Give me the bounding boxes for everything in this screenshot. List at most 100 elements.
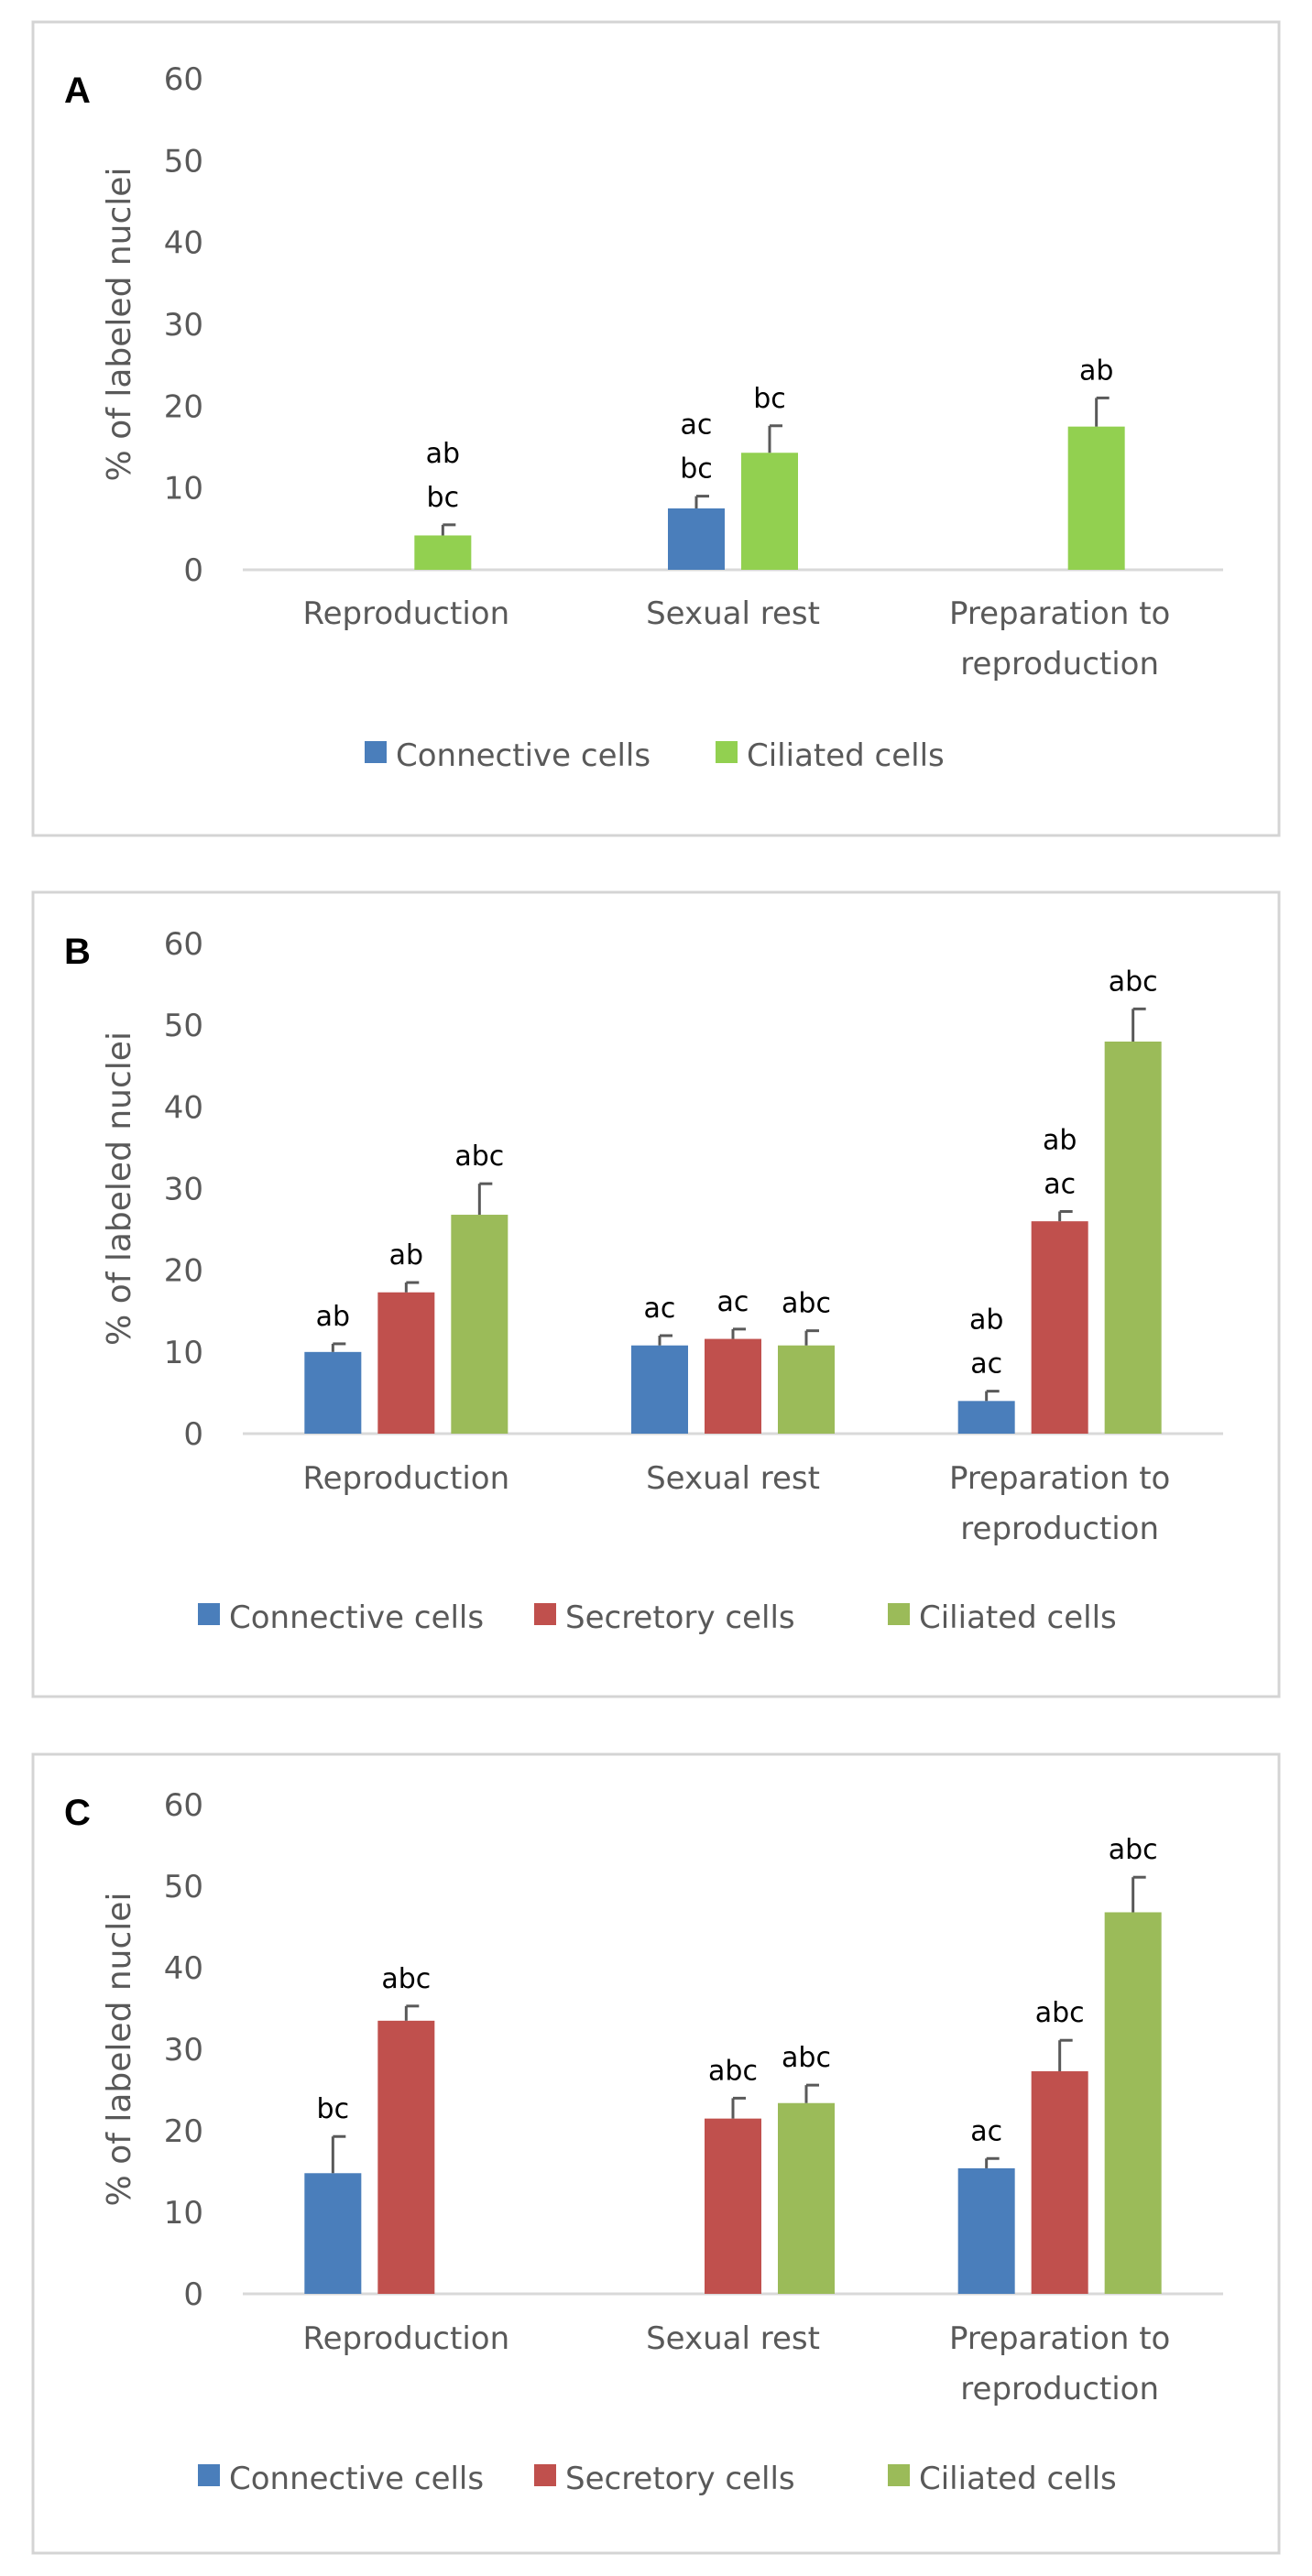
panel-letter: C	[64, 1793, 91, 1833]
legend-label: Secretory cells	[565, 1599, 795, 1636]
y-tick-label: 10	[164, 2195, 203, 2232]
legend-swatch	[365, 741, 387, 763]
legend-label: Connective cells	[229, 1599, 484, 1636]
significance-label: abc	[708, 2055, 758, 2087]
bar	[451, 1215, 508, 1434]
bar	[705, 2118, 761, 2294]
y-tick-label: 10	[164, 471, 203, 508]
bar	[741, 453, 798, 570]
x-category-label: Sexual rest	[646, 1460, 820, 1497]
significance-label: ab	[389, 1239, 423, 1272]
significance-label: abc	[1109, 1834, 1158, 1866]
x-category-label: Reproduction	[303, 1460, 510, 1497]
y-tick-label: 0	[183, 552, 203, 589]
legend-swatch	[888, 1603, 910, 1625]
y-tick-label: 30	[164, 307, 203, 344]
significance-label: abc	[454, 1141, 504, 1173]
legend-label: Secretory cells	[565, 2461, 795, 2497]
y-tick-label: 30	[164, 1172, 203, 1208]
significance-label: ac	[970, 1348, 1002, 1381]
legend-swatch	[716, 741, 738, 763]
bar	[1031, 1221, 1088, 1434]
bar	[377, 2020, 435, 2294]
bar	[1104, 1912, 1162, 2294]
x-category-label: reproduction	[960, 2371, 1159, 2407]
x-category-label: Preparation to	[949, 1460, 1170, 1497]
y-tick-label: 30	[164, 2032, 203, 2068]
y-axis-title: % of labeled nuclei	[101, 1031, 138, 1346]
significance-label: bc	[753, 383, 786, 415]
y-tick-label: 20	[164, 2113, 203, 2150]
x-category-label: Sexual rest	[646, 2320, 820, 2357]
chart-panel-a: A 0 10 20 30 40 50 60 % of labeled nuclei Reprodu…	[31, 20, 1281, 837]
bar	[705, 1338, 761, 1434]
x-category-label: Reproduction	[303, 2320, 510, 2357]
panel-letter: B	[64, 932, 91, 972]
y-tick-label: 40	[164, 1089, 203, 1126]
significance-label: ab	[969, 1304, 1003, 1337]
significance-label: ac	[717, 1286, 749, 1318]
y-tick-label: 60	[164, 61, 203, 98]
bar	[631, 1345, 688, 1434]
significance-label: ac	[681, 409, 713, 442]
bar	[377, 1292, 435, 1434]
y-tick-label: 60	[164, 1787, 203, 1824]
bar	[957, 2167, 1015, 2294]
bar	[304, 1351, 362, 1434]
legend-swatch	[534, 2464, 556, 2486]
chart-panel-c: C 0 10 20 30 40 50 60 % of labeled nuclei Reprodu…	[31, 1752, 1281, 2555]
y-tick-label: 40	[164, 225, 203, 262]
bar	[668, 508, 725, 570]
bar	[304, 2173, 362, 2294]
chart-panel-b: B 0 10 20 30 40 50 60 % of labeled nuclei Reprodu…	[31, 890, 1281, 1698]
legend-label: Ciliated cells	[919, 2461, 1117, 2497]
y-tick-label: 60	[164, 926, 203, 963]
y-tick-label: 50	[164, 143, 203, 180]
y-tick-label: 10	[164, 1335, 203, 1371]
legend-swatch	[198, 2464, 220, 2486]
bar	[1067, 426, 1125, 570]
y-tick-label: 0	[183, 2276, 203, 2313]
significance-label: ab	[1079, 355, 1113, 387]
x-category-label: Reproduction	[303, 595, 510, 632]
significance-label: bc	[317, 2093, 350, 2125]
bar	[778, 2102, 835, 2294]
bar	[414, 535, 472, 570]
y-tick-label: 50	[164, 1869, 203, 1905]
legend-swatch	[888, 2464, 910, 2486]
bar	[1104, 1042, 1162, 1434]
significance-label: abc	[1109, 966, 1158, 998]
significance-label: ac	[644, 1293, 676, 1325]
significance-label: abc	[381, 1963, 431, 1995]
x-category-label: Preparation to	[949, 2320, 1170, 2357]
significance-label: ac	[1044, 1168, 1076, 1200]
significance-label: ab	[426, 438, 460, 470]
legend-label: Connective cells	[396, 737, 651, 774]
significance-label: abc	[782, 1288, 831, 1320]
y-axis-title: % of labeled nuclei	[101, 168, 138, 482]
legend-swatch	[198, 1603, 220, 1625]
panel-letter: A	[64, 71, 91, 111]
significance-label: bc	[427, 482, 460, 514]
legend-label: Ciliated cells	[747, 737, 945, 774]
significance-label: abc	[1035, 1997, 1085, 2029]
y-tick-label: 20	[164, 388, 203, 425]
y-tick-label: 20	[164, 1253, 203, 1290]
x-category-label: Sexual rest	[646, 595, 820, 632]
significance-label: ab	[1043, 1124, 1077, 1156]
y-tick-label: 40	[164, 1950, 203, 1987]
y-tick-label: 50	[164, 1008, 203, 1044]
significance-label: ab	[316, 1301, 350, 1333]
legend-swatch	[534, 1603, 556, 1625]
y-axis-title: % of labeled nuclei	[101, 1893, 138, 2207]
x-category-label: reproduction	[960, 1511, 1159, 1547]
significance-label: ac	[970, 2115, 1002, 2147]
y-tick-label: 0	[183, 1416, 203, 1453]
legend-label: Connective cells	[229, 2461, 484, 2497]
bar	[957, 1401, 1015, 1434]
x-category-label: Preparation to	[949, 595, 1170, 632]
significance-label: bc	[680, 453, 713, 486]
panel-frame	[31, 1752, 1281, 2555]
significance-label: abc	[782, 2042, 831, 2074]
